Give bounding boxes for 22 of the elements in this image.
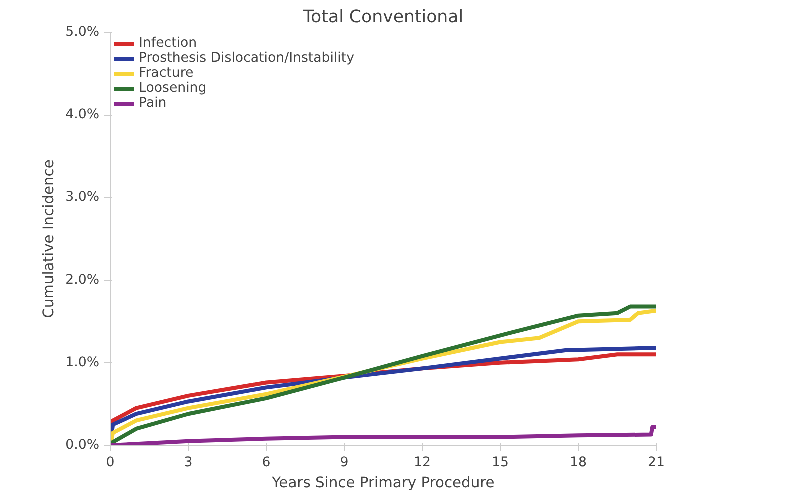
- y-tick-label: 1.0%: [66, 355, 100, 370]
- chart-title: Total Conventional: [302, 8, 464, 28]
- x-tick-label: 6: [262, 456, 271, 470]
- x-tick-label: 3: [184, 456, 193, 470]
- y-tick-label: 0.0%: [66, 438, 100, 453]
- x-tick-label: 12: [414, 456, 431, 470]
- y-tick-label: 4.0%: [66, 108, 100, 123]
- y-tick-label: 3.0%: [66, 190, 100, 206]
- legend-label: Pain: [139, 96, 167, 111]
- x-tick-label: 0: [106, 456, 115, 470]
- x-tick-label: 15: [492, 456, 509, 470]
- x-tick-label: 18: [570, 456, 587, 470]
- y-tick-label: 5.0%: [66, 25, 100, 40]
- x-tick-label: 9: [340, 456, 349, 470]
- x-tick-label: 21: [648, 456, 665, 470]
- y-tick-label: 2.0%: [66, 272, 100, 288]
- legend-label: Prosthesis Dislocation/Instability: [139, 51, 354, 66]
- legend-label: Infection: [139, 36, 198, 51]
- legend-label: Fracture: [139, 66, 194, 81]
- legend-label: Loosening: [139, 81, 207, 96]
- x-axis-title: Years Since Primary Procedure: [271, 474, 495, 492]
- y-axis-title: Cumulative Incidence: [40, 160, 58, 318]
